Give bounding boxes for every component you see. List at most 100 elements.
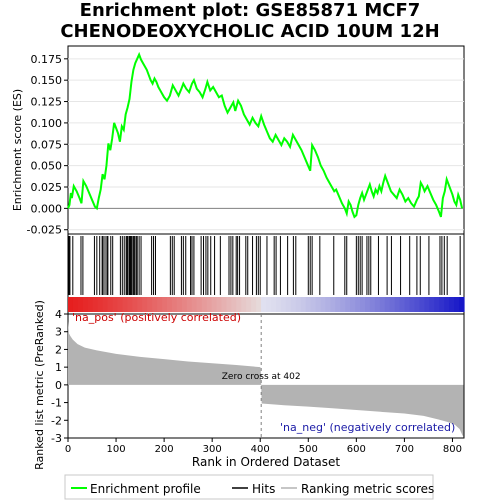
metric-x-tick-label: 300 bbox=[203, 444, 222, 455]
heat-cell bbox=[355, 297, 361, 312]
heat-cell bbox=[290, 297, 297, 312]
metric-y-tick-label: 3 bbox=[55, 326, 62, 339]
legend-hits-label: Hits bbox=[252, 482, 275, 496]
heat-cell bbox=[191, 297, 198, 312]
heat-cell bbox=[211, 297, 218, 312]
es-y-tick-label: 0.175 bbox=[31, 53, 63, 66]
heat-cell bbox=[112, 297, 119, 312]
heat-cell bbox=[266, 297, 272, 312]
metric-x-tick-label: 500 bbox=[299, 444, 318, 455]
metric-y-tick-label: -2 bbox=[51, 414, 62, 427]
heat-cell bbox=[226, 297, 232, 312]
heat-cell bbox=[72, 297, 79, 312]
heat-cell bbox=[424, 297, 430, 312]
heat-cell bbox=[384, 297, 391, 312]
heat-cell bbox=[320, 297, 326, 312]
metric-xlabel: Rank in Ordered Dataset bbox=[192, 455, 340, 469]
heat-cell bbox=[87, 297, 94, 312]
heat-cell bbox=[449, 297, 455, 312]
heat-cell bbox=[439, 297, 445, 312]
heat-cell bbox=[157, 297, 163, 312]
zero-cross-label: Zero cross at 402 bbox=[222, 372, 301, 382]
heat-cell bbox=[167, 297, 173, 312]
metric-x-tick-label: 400 bbox=[251, 444, 270, 455]
heat-cell bbox=[280, 297, 287, 312]
es-y-tick-label: 0.150 bbox=[31, 74, 63, 87]
ranking-metric-area bbox=[68, 321, 464, 438]
heat-cell bbox=[285, 297, 292, 312]
heat-cell bbox=[127, 297, 133, 312]
heat-cell bbox=[270, 297, 277, 312]
metric-x-tick-label: 200 bbox=[155, 444, 174, 455]
es-y-tick-label: 0.050 bbox=[31, 160, 63, 173]
heat-cell bbox=[365, 297, 371, 312]
heat-cell bbox=[340, 297, 346, 312]
heat-cell bbox=[122, 297, 128, 312]
heat-cell bbox=[181, 297, 188, 312]
metric-y-tick-label: -1 bbox=[51, 397, 62, 410]
heat-cell bbox=[399, 297, 406, 312]
heat-cell bbox=[389, 297, 396, 312]
heat-cell bbox=[176, 297, 183, 312]
metric-y-tick-label: 1 bbox=[55, 361, 62, 374]
heat-cell bbox=[350, 297, 356, 312]
heat-cell bbox=[275, 297, 282, 312]
heat-cell bbox=[206, 297, 213, 312]
es-y-tick-label: 0.025 bbox=[31, 181, 63, 194]
heat-cell bbox=[369, 297, 376, 312]
title-line-2: CHENODEOXYCHOLIC ACID 10UM 12H bbox=[60, 21, 440, 42]
heat-cell bbox=[186, 297, 193, 312]
heat-cell bbox=[335, 297, 341, 312]
metric-x-tick-label: 0 bbox=[65, 444, 71, 455]
metric-y-tick-label: 4 bbox=[55, 308, 62, 321]
heat-cell bbox=[92, 297, 99, 312]
enrichment-profile-line bbox=[67, 51, 464, 219]
negative-correlation-label: 'na_neg' (negatively correlated) bbox=[280, 421, 455, 434]
heat-cell bbox=[459, 297, 465, 312]
es-y-axis: 0.175 0.150 0.125 0.100 0.075 0.050 0.025 0.000… bbox=[27, 53, 68, 237]
es-ylabel: Enrichment score (ES) bbox=[11, 89, 24, 211]
heat-cell bbox=[429, 297, 435, 312]
metric-y-axis: 4 3 2 1 0 -1 -2 -3 bbox=[51, 308, 68, 445]
es-y-tick-label: 0.125 bbox=[31, 96, 63, 109]
metric-x-tick-label: 600 bbox=[347, 444, 366, 455]
page-title: Enrichment plot: GSE85871 MCF7 CHENODEOX… bbox=[0, 0, 500, 42]
heat-cell bbox=[97, 297, 104, 312]
heat-cell bbox=[171, 297, 178, 312]
heat-cell bbox=[325, 297, 331, 312]
legend-es-label: Enrichment profile bbox=[90, 482, 201, 496]
heat-cell bbox=[107, 297, 114, 312]
heat-cell bbox=[454, 297, 460, 312]
metric-x-tick-label: 800 bbox=[443, 444, 462, 455]
legend-box bbox=[64, 474, 434, 500]
heat-cell bbox=[345, 297, 351, 312]
positive-correlation-label: 'na_pos' (positively correlated) bbox=[72, 311, 241, 324]
heat-cell bbox=[68, 297, 74, 312]
es-y-tick-label: 0.000 bbox=[31, 202, 63, 215]
legend-metric-label: Ranking metric scores bbox=[301, 482, 434, 496]
heat-cell bbox=[444, 297, 450, 312]
heat-cell bbox=[315, 297, 322, 312]
heat-cell bbox=[434, 297, 440, 312]
heat-cell bbox=[137, 297, 143, 312]
heat-cell bbox=[379, 297, 386, 312]
heat-cell bbox=[221, 297, 227, 312]
heat-cell bbox=[374, 297, 381, 312]
heat-cell bbox=[404, 297, 411, 312]
heat-cell bbox=[201, 297, 208, 312]
heat-cell bbox=[102, 297, 109, 312]
metric-y-tick-label: 2 bbox=[55, 343, 62, 356]
heat-cell bbox=[409, 297, 416, 312]
heat-cell bbox=[216, 297, 223, 312]
heat-cell bbox=[256, 297, 262, 312]
es-y-tick-label: 0.100 bbox=[31, 117, 63, 130]
heat-cell bbox=[330, 297, 336, 312]
heat-cell bbox=[117, 297, 124, 312]
heat-cell bbox=[246, 297, 252, 312]
es-y-tick-label: 0.075 bbox=[31, 138, 63, 151]
es-y-tick-label: -0.025 bbox=[27, 224, 62, 237]
heat-cell bbox=[162, 297, 168, 312]
heat-cell bbox=[142, 297, 148, 312]
heat-cell bbox=[241, 297, 247, 312]
